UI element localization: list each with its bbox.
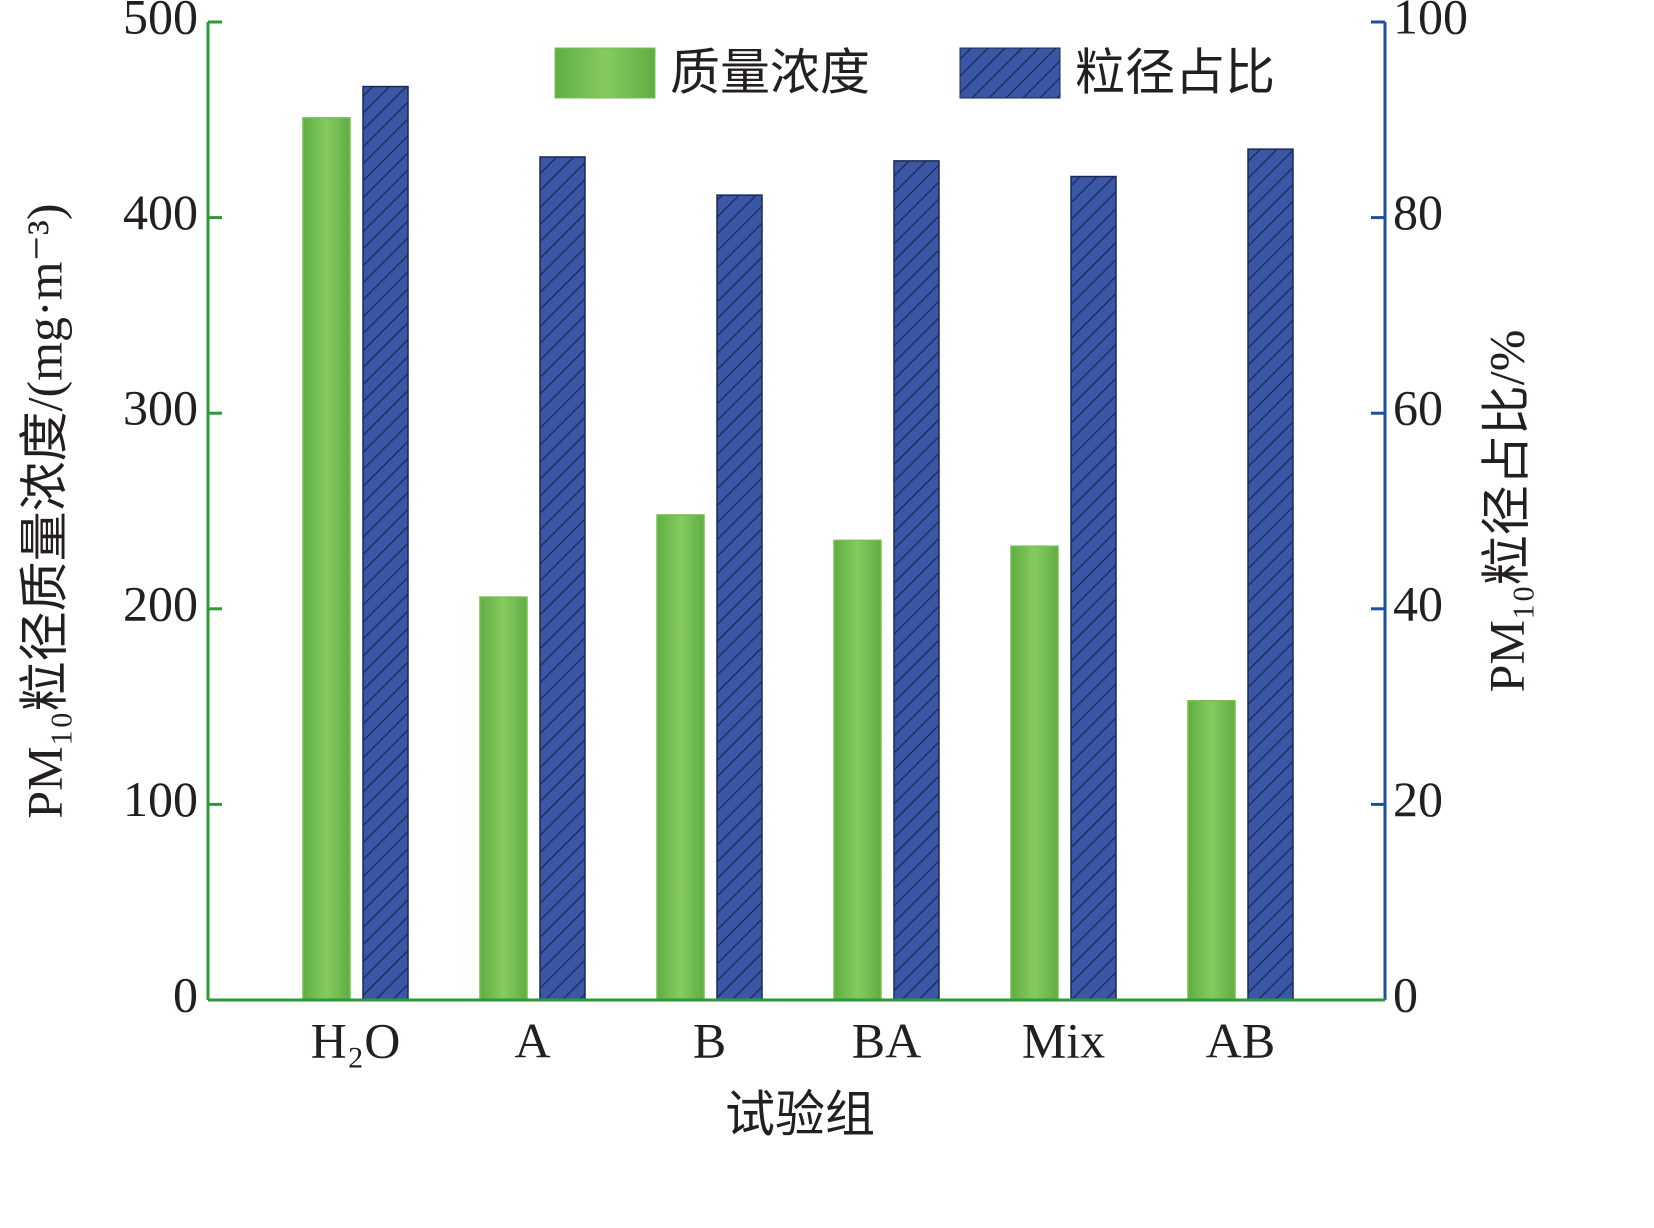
bar [362,85,409,1001]
bar [893,160,940,1001]
bar [1070,175,1117,1001]
bar [1187,699,1236,1001]
x-tick-label: Mix [1022,1012,1105,1068]
x-tick-label: H₂O [311,1012,401,1068]
y-tick-label: 400 [123,184,198,240]
bar [1247,148,1294,1001]
y2-tick-label: 40 [1393,575,1443,631]
bar [302,117,351,1001]
y-tick-label: 100 [123,771,198,827]
y-tick-label: 500 [123,0,198,44]
bar [479,596,528,1001]
legend-label: 质量浓度 [670,44,870,100]
y2-tick-label: 80 [1393,184,1443,240]
bar [833,539,882,1001]
y-axis-title: PM₁₀粒径质量浓度/(mg·m⁻³) [16,203,72,818]
x-axis-title: 试验组 [725,1086,875,1142]
y-tick-label: 300 [123,380,198,436]
bar [716,194,763,1001]
legend-swatch [554,47,656,99]
bar [1010,545,1059,1001]
y2-tick-label: 20 [1393,771,1443,827]
legend-hatch [960,48,1060,98]
y2-tick-label: 0 [1393,966,1418,1022]
bar [656,514,705,1001]
y2-axis-title: PM₁₀粒径占比/% [1478,330,1534,693]
x-tick-label: BA [852,1012,921,1068]
y2-tick-label: 60 [1393,380,1443,436]
y-tick-label: 200 [123,575,198,631]
y-tick-label: 0 [173,966,198,1022]
bar [539,156,586,1001]
legend-label: 粒径占比 [1075,44,1275,100]
x-tick-label: A [514,1012,550,1068]
y2-tick-label: 100 [1393,0,1468,44]
x-tick-label: AB [1206,1012,1275,1068]
x-tick-label: B [693,1012,726,1068]
